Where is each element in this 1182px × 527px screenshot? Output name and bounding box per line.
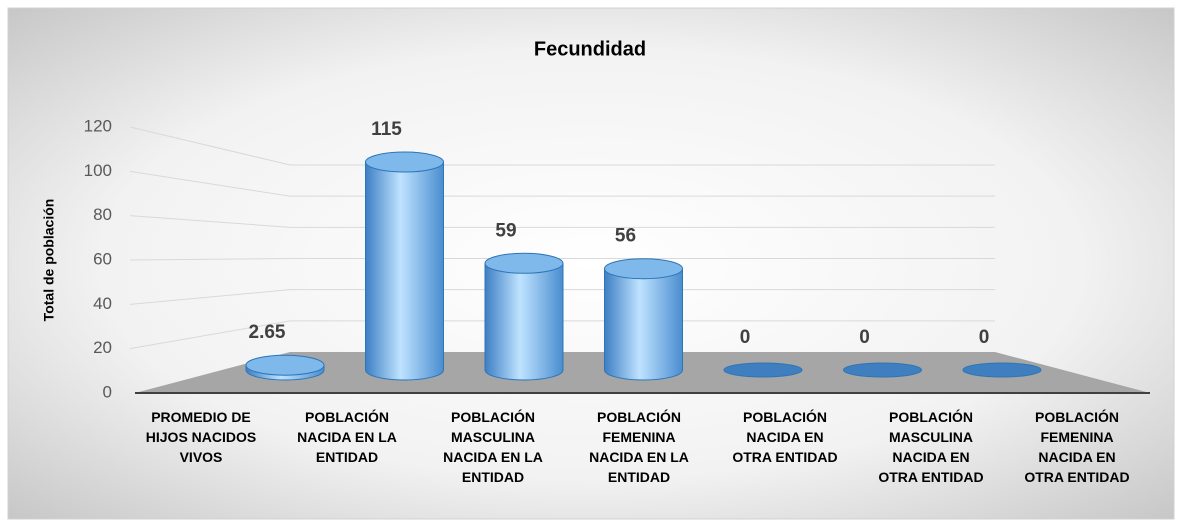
y-tick-label: 120 — [84, 116, 112, 135]
data-label: 2.65 — [249, 322, 286, 343]
data-label: 0 — [979, 327, 990, 348]
bar — [604, 258, 683, 381]
y-tick-label: 100 — [84, 161, 112, 180]
bar-body — [604, 268, 683, 381]
bar-body — [484, 262, 564, 381]
bar-top — [245, 354, 325, 376]
x-tick-label: POBLACIÓN NACIDA EN OTRA ENTIDAD — [732, 408, 837, 465]
grid-line — [129, 170, 995, 197]
data-label: 0 — [740, 327, 751, 348]
y-tick-label: 80 — [93, 205, 112, 224]
data-label: 56 — [615, 226, 636, 247]
bar-top — [484, 252, 564, 274]
x-tick-label: POBLACIÓN NACIDA EN LA ENTIDAD — [297, 408, 397, 465]
data-label: 115 — [371, 119, 402, 140]
bar — [245, 354, 325, 381]
bar — [723, 362, 803, 378]
grid-line — [129, 215, 995, 228]
bar-top — [723, 362, 803, 378]
x-tick-label: POBLACIÓN FEMENINA NACIDA EN LA ENTIDAD — [589, 408, 689, 485]
grid-line — [129, 126, 995, 166]
bar-top — [365, 151, 444, 173]
chart-title: Fecundidad — [534, 38, 646, 60]
data-label: 0 — [859, 327, 870, 348]
x-tick-label: POBLACIÓN MASCULINA NACIDA EN OTRA ENTIDAD — [878, 408, 983, 485]
chart-background — [7, 7, 1175, 520]
grid-line — [129, 258, 995, 261]
bar — [962, 362, 1042, 378]
bar-top — [604, 258, 683, 280]
bar-top — [962, 362, 1042, 378]
y-tick-label: 20 — [93, 338, 112, 357]
bar-top — [843, 362, 922, 378]
x-tick-label: PROMEDIO DE HIJOS NACIDOS VIVOS — [146, 409, 256, 465]
bar — [843, 362, 922, 378]
y-tick-label: 0 — [103, 382, 112, 401]
y-tick-label: 60 — [93, 249, 112, 268]
grid-line — [129, 320, 995, 350]
data-label: 59 — [495, 220, 516, 241]
y-tick-label: 40 — [93, 294, 112, 313]
bar — [484, 252, 564, 381]
x-tick-label: POBLACIÓN MASCULINA NACIDA EN LA ENTIDAD — [443, 408, 543, 485]
bar-body — [365, 161, 444, 381]
x-tick-label: POBLACIÓN FEMENINA NACIDA EN OTRA ENTIDAD — [1024, 408, 1129, 485]
grid-line — [129, 289, 995, 305]
y-axis-label: Total de población — [41, 199, 57, 322]
bar — [365, 151, 444, 381]
